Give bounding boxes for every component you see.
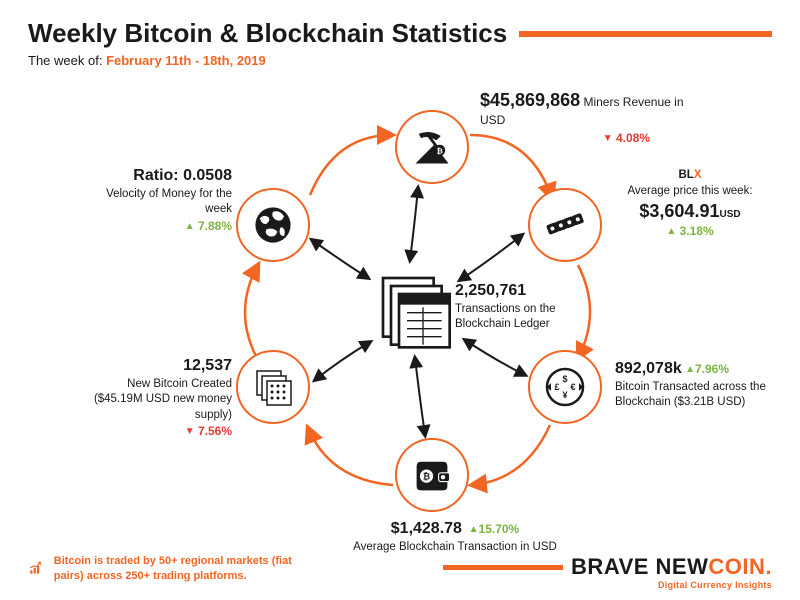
center-label: 2,250,761 Transactions on the Blockchain… bbox=[455, 280, 595, 333]
node-avgtx: ₿ bbox=[395, 438, 469, 512]
svg-text:€: € bbox=[570, 382, 575, 392]
blx-value: $3,604.91 bbox=[639, 201, 719, 221]
node-created bbox=[236, 350, 310, 424]
created-delta: ▼ 7.56% bbox=[82, 423, 232, 439]
chart-up-icon bbox=[28, 554, 44, 582]
ledger-icon bbox=[375, 270, 455, 350]
svg-text:¥: ¥ bbox=[562, 390, 567, 400]
page-title: Weekly Bitcoin & Blockchain Statistics bbox=[28, 18, 507, 49]
transacted-delta: ▲7.96% bbox=[685, 362, 729, 376]
velocity-value: Ratio: 0.0508 bbox=[82, 165, 232, 187]
wallet-icon: ₿ bbox=[410, 453, 454, 497]
transacted-label: 892,078k ▲7.96% Bitcoin Transacted acros… bbox=[615, 358, 780, 411]
center-value: 2,250,761 bbox=[455, 280, 595, 302]
footer-note: Bitcoin is traded by 50+ regional market… bbox=[28, 554, 298, 584]
footer: Bitcoin is traded by 50+ regional market… bbox=[0, 538, 800, 600]
miners-delta: ▼ 4.08% bbox=[603, 131, 650, 145]
avgtx-delta: ▲15.70% bbox=[469, 522, 520, 536]
brand-name: BRAVE NEWCOIN. bbox=[571, 554, 772, 580]
node-miners: ₿ bbox=[395, 110, 469, 184]
blx-line2: Average price this week: bbox=[615, 184, 765, 200]
created-value: 12,537 bbox=[82, 355, 232, 377]
blx-label: BLX Average price this week: $3,604.91US… bbox=[615, 168, 765, 240]
svg-text:$: $ bbox=[562, 374, 567, 384]
svg-text:₿: ₿ bbox=[437, 147, 443, 156]
node-blx bbox=[528, 188, 602, 262]
brand-tagline: Digital Currency Insights bbox=[443, 580, 772, 590]
footer-note-text: Bitcoin is traded by 50+ regional market… bbox=[54, 554, 298, 584]
velocity-delta: ▲ 7.88% bbox=[82, 218, 232, 234]
chips-icon bbox=[251, 365, 295, 409]
exchange-icon: $ £ € ¥ bbox=[543, 365, 587, 409]
circular-diagram: 2,250,761 Transactions on the Blockchain… bbox=[0, 60, 800, 540]
svg-text:£: £ bbox=[554, 382, 559, 392]
transacted-value: 892,078k bbox=[615, 360, 682, 377]
coins-icon bbox=[543, 203, 587, 247]
pickaxe-icon: ₿ bbox=[410, 125, 454, 169]
node-velocity bbox=[236, 188, 310, 262]
center-node bbox=[370, 265, 460, 355]
blx-unit: USD bbox=[719, 209, 740, 220]
brand-accent-bar bbox=[443, 565, 563, 570]
title-accent-bar bbox=[519, 31, 772, 37]
avgtx-value: $1,428.78 bbox=[391, 520, 462, 537]
created-desc: New Bitcoin Created ($45.19M USD new mon… bbox=[82, 377, 232, 424]
created-label: 12,537 New Bitcoin Created ($45.19M USD … bbox=[82, 355, 232, 439]
velocity-desc: Velocity of Money for the week bbox=[82, 187, 232, 218]
transacted-desc: Bitcoin Transacted across the Blockchain… bbox=[615, 380, 780, 411]
miners-value: $45,869,868 bbox=[480, 90, 580, 110]
brand: BRAVE NEWCOIN. Digital Currency Insights bbox=[443, 554, 772, 590]
miners-label: $45,869,868 Miners Revenue in USD ▼ 4.08… bbox=[480, 88, 710, 147]
svg-text:₿: ₿ bbox=[423, 471, 430, 481]
velocity-label: Ratio: 0.0508 Velocity of Money for the … bbox=[82, 165, 232, 234]
globe-icon bbox=[251, 203, 295, 247]
blx-line1: BLX bbox=[615, 168, 765, 184]
node-transacted: $ £ € ¥ bbox=[528, 350, 602, 424]
blx-delta: ▲ 3.18% bbox=[615, 223, 765, 239]
center-desc: Transactions on the Blockchain Ledger bbox=[455, 302, 595, 333]
